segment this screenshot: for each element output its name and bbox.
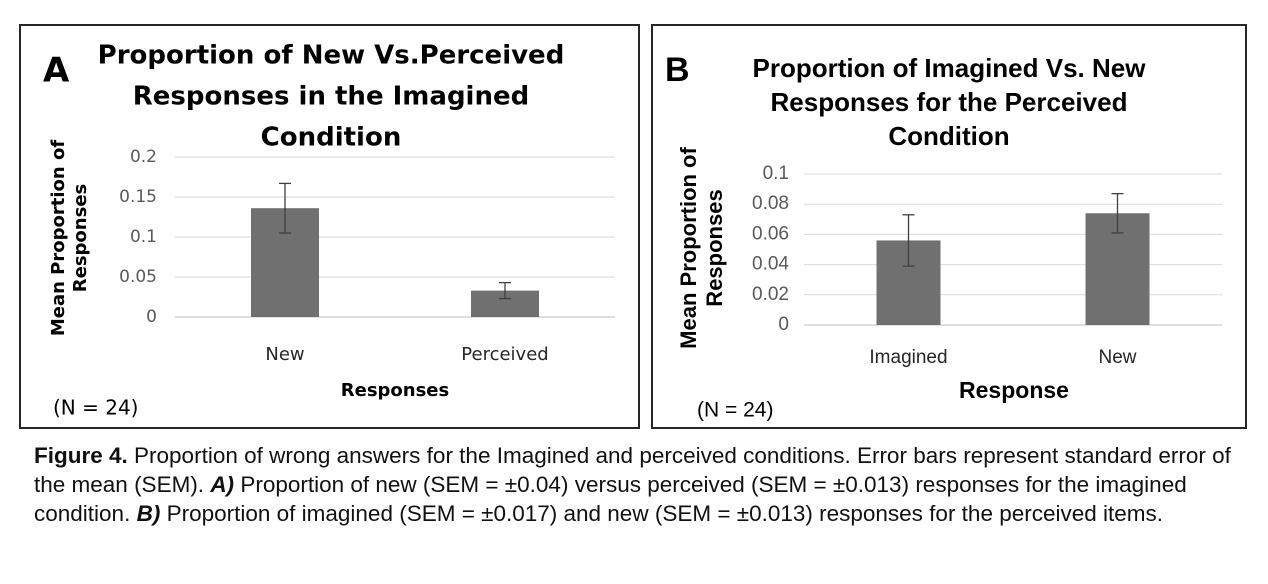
x-category-label: Perceived [461,344,548,365]
chart-title-line: Proportion of New Vs.Perceived [98,41,565,71]
y-axis-label-line: Responses [70,184,91,292]
y-tick-label: 0.15 [119,187,157,207]
x-category-label: New [265,344,304,365]
y-axis-label: Mean Proportion of Responses [48,140,91,336]
panel-a: A Proportion of New Vs.Perceived Responses… [19,24,640,429]
caption-text-2: Proportion of new (SEM = ±0.04) versus p… [34,472,1187,526]
chart-a: A Proportion of New Vs.Perceived Responses… [43,41,615,420]
panel-b: B Proportion of Imagined Vs. New Responses… [651,24,1247,429]
chart-title-line: Condition [888,121,1009,151]
x-axis-label: Response [959,377,1069,403]
y-tick-label: 0.06 [752,223,789,244]
y-tick-label: 0 [146,307,157,327]
x-category-label: Imagined [869,347,947,368]
y-tick-label: 0.1 [763,163,789,184]
panel-letter: A [43,51,70,91]
y-tick-label: 0.2 [130,147,157,167]
y-tick-label: 0 [778,314,789,335]
y-tick-label: 0.05 [119,267,157,287]
y-axis-label: Mean Proportion of Responses [676,147,727,349]
sample-size-label: (N = 24) [697,399,773,422]
figure-caption: Figure 4. Proportion of wrong answers fo… [34,441,1234,528]
sample-size-label: (N = 24) [53,396,139,420]
caption-figure-label: Figure 4. [34,443,128,468]
chart-title-line: Responses for the Perceived [771,87,1128,117]
y-axis-label-line: Responses [702,189,727,306]
caption-text-1: Proportion of wrong answers for the Imag… [34,443,1231,497]
y-axis-label-line: Mean Proportion of [676,147,701,349]
x-category-label: New [1098,347,1136,368]
chart-title-line: Responses in the Imagined [133,82,529,112]
y-tick-label: 0.08 [752,193,789,214]
caption-text-3: Proportion of imagined (SEM = ±0.017) an… [160,501,1164,526]
chart-title-line: Proportion of Imagined Vs. New [753,53,1147,83]
chart-b: B Proportion of Imagined Vs. New Responses… [665,51,1222,422]
y-tick-label: 0.04 [752,254,789,275]
y-tick-label: 0.02 [752,284,789,305]
caption-a-label: A) [210,472,235,497]
chart-title-line: Condition [261,123,402,153]
panel-letter: B [665,51,690,89]
y-axis-label-line: Mean Proportion of [48,140,69,336]
caption-b-label: B) [136,501,161,526]
y-tick-label: 0.1 [130,227,157,247]
x-axis-label: Responses [341,380,449,401]
